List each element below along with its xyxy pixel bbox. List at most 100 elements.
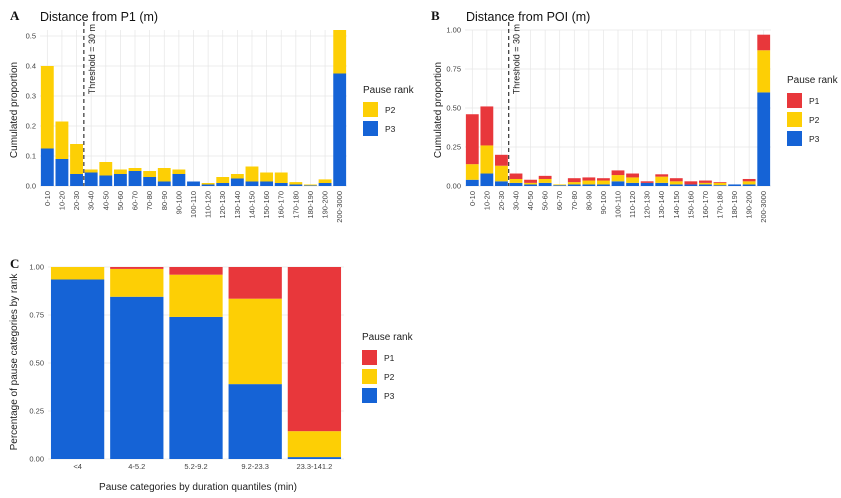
panel-b-bar-p1 <box>538 175 552 179</box>
panel-c-xtick: 23.3-141.2 <box>296 462 332 471</box>
panel-b-bar-p1 <box>626 173 639 178</box>
panel-b-bar-p3 <box>640 182 654 186</box>
panel-a-xtick: 150-160 <box>262 191 271 219</box>
panel-a-bar-p2 <box>318 179 332 183</box>
panel-b-bar-p1 <box>669 178 683 182</box>
legend-key-p3 <box>362 388 377 403</box>
panel-b-ylabel: Cumulated proportion <box>433 62 444 158</box>
panel-b-bar-p3 <box>699 184 712 186</box>
panel-b-legend-label: P3 <box>809 134 820 144</box>
panel-b-legend-title: Pause rank <box>787 75 839 86</box>
panel-a-bar-p3 <box>201 184 215 186</box>
panel-b-xtick: 190-200 <box>745 191 754 219</box>
legend-key-p1 <box>787 93 802 108</box>
panel-c-legend-label: P2 <box>384 372 395 382</box>
panel-b-bar-p2 <box>509 178 523 183</box>
panel-a-ytick: 0.4 <box>26 62 36 71</box>
legend-key-p2 <box>787 112 802 127</box>
panel-a-bar-p2 <box>84 169 98 173</box>
panel-b-ytick: 0.50 <box>446 104 461 113</box>
panel-a-ytick: 0.2 <box>26 122 36 131</box>
panel-b-xtick: 40-50 <box>526 191 535 210</box>
panel-b-bar-p1 <box>465 114 479 165</box>
panel-b-xtick: 0-10 <box>468 191 477 206</box>
panel-c-bar-p1 <box>169 267 223 275</box>
panel-a-xtick: 20-30 <box>72 191 81 210</box>
panel-a-bar-p2 <box>128 168 142 171</box>
panel-a-bar-p3 <box>99 175 113 186</box>
panel-b-bar-p2 <box>495 165 508 182</box>
panel-a-bar-p3 <box>84 172 98 186</box>
panel-b-xtick: 90-100 <box>599 191 608 214</box>
panel-b-legend-label: P2 <box>809 115 820 125</box>
legend-key-p3 <box>363 121 378 136</box>
panel-c-ytick: 0.00 <box>29 455 44 464</box>
legend-key-p3 <box>787 131 802 146</box>
panel-c-bar-p2 <box>50 267 105 280</box>
panel-a-xtick: 50-60 <box>116 191 125 210</box>
panel-b-plot: 0.00 0.25 0.50 0.75 1.00 0-10 10-20 20-30 30-40 4… <box>446 22 771 223</box>
panel-b-bar-p3 <box>626 182 639 186</box>
panel-a-ytick: 0.1 <box>26 152 36 161</box>
panel-c-bar-p2 <box>228 298 282 385</box>
panel-b-bar-p1 <box>567 178 581 183</box>
panel-b-bar-p1 <box>684 181 698 185</box>
panel-a-bar-p2 <box>113 169 127 174</box>
panel-a-bar-p2 <box>55 121 69 159</box>
panel-a-bar-p2 <box>230 174 244 179</box>
panel-b-xtick: 140-150 <box>672 191 681 219</box>
panel-b-bar-p3 <box>597 184 610 186</box>
panel-b-bar-p3 <box>495 181 508 186</box>
panel-c-legend: Pause rank P1 P2 P3 <box>362 332 414 403</box>
panel-b-bar-p3 <box>742 184 756 186</box>
panel-b-bar-p1 <box>597 178 610 181</box>
legend-key-p1 <box>362 350 377 365</box>
panel-c-plot: 0.00 0.25 0.50 0.75 1.00 <4 4-5.2 5.2-9.2 9.2-23… <box>29 263 344 471</box>
panel-b-bar-p2 <box>742 181 756 185</box>
panel-a-xtick: 190-200 <box>321 191 330 219</box>
panel-c-xtick: <4 <box>73 462 82 471</box>
panel-b-bar-p2 <box>597 180 610 185</box>
panel-b-bar-p1 <box>713 182 727 183</box>
panel-b-title: Distance from POI (m) <box>466 10 590 24</box>
panel-a-bar-p3 <box>289 184 303 186</box>
panel-a-xtick: 70-80 <box>145 191 154 210</box>
panel-c-xlabel: Pause categories by duration quantiles (… <box>99 482 297 493</box>
panel-a-legend-label: P3 <box>385 124 396 134</box>
panel-b-bar-p3 <box>465 179 479 186</box>
panel-b-xtick: 130-140 <box>657 191 666 219</box>
panel-b-bar-p2 <box>713 182 727 186</box>
panel-a-bar-p2 <box>274 172 288 183</box>
panel-c-bar-p2 <box>169 274 223 317</box>
panel-a-xtick: 160-170 <box>277 191 286 219</box>
panel-b-xtick: 150-160 <box>686 191 695 219</box>
panel-c-xtick: 5.2-9.2 <box>184 462 207 471</box>
panel-a-bar-p2 <box>245 166 259 182</box>
panel-a-bar-p3 <box>157 181 171 186</box>
panel-b-bar-p2 <box>553 184 567 186</box>
panel-a-bar-p3 <box>274 183 288 186</box>
panel-c-legend-label: P1 <box>384 353 395 363</box>
panel-b-bar-p2 <box>480 145 494 174</box>
panel-b-xtick: 170-180 <box>716 191 725 219</box>
panel-b-bar-p1 <box>640 181 654 183</box>
panel-c-bar-p3 <box>110 296 164 459</box>
panel-c-bar-p1 <box>110 267 164 269</box>
panel-b-bar-p2 <box>582 180 596 185</box>
panel-b-bar-p2 <box>524 182 537 185</box>
panel-a-bar-p2 <box>157 168 171 182</box>
panel-a-xtick: 40-50 <box>101 191 110 210</box>
panel-b-bar-p1 <box>742 178 756 182</box>
panel-b-xtick: 120-130 <box>643 191 652 219</box>
panel-b-xtick: 100-110 <box>614 191 623 218</box>
panel-a-xtick: 180-190 <box>306 191 315 219</box>
panel-a-xtick: 200-3000 <box>335 191 344 223</box>
panel-a-bar-p3 <box>113 174 127 186</box>
panel-b-bar-p3 <box>713 185 727 186</box>
panel-c-legend-title: Pause rank <box>362 332 414 343</box>
panel-a-xtick: 0-10 <box>43 191 52 206</box>
panel-a-bar-p2 <box>216 177 230 183</box>
panel-c-bar-p3 <box>169 316 223 459</box>
panel-a-bar-p2 <box>99 162 113 176</box>
panel-a-ytick: 0.5 <box>26 32 36 41</box>
